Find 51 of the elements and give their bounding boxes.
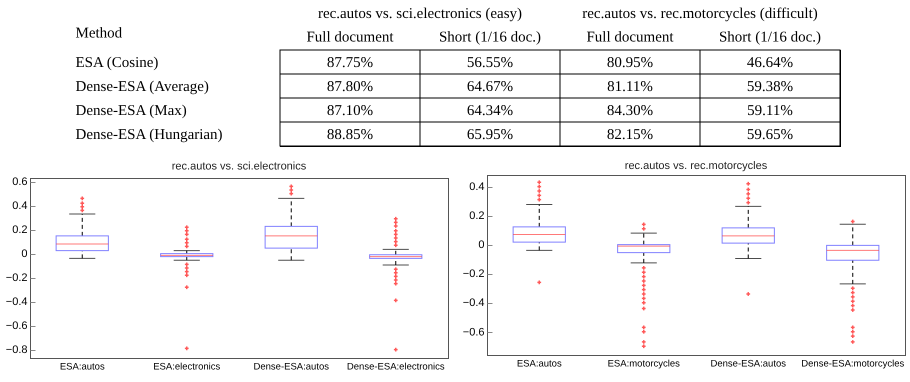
data-label: 81.11% (607, 79, 653, 95)
data-label: 64.34% (466, 103, 514, 119)
x-tick-label: ESA:autos (60, 362, 105, 372)
data-label: 65.95% (466, 127, 514, 143)
y-tick-label: 0 (21, 248, 28, 260)
y-tick-label: 0 (478, 239, 484, 252)
text: rec.autos vs. rec.motorcycles (difficult) (582, 6, 818, 22)
y-tick-label: −0.4 (6, 296, 28, 308)
data-label: 64.67% (466, 79, 514, 95)
x-tick-label: Dense-ESA:autos (710, 358, 786, 370)
x-tick-label: Full document (586, 30, 674, 46)
text: rec.autos vs. sci.electronics (easy) (318, 6, 522, 22)
data-label: 87.10% (326, 103, 374, 119)
data-label: 59.11% (747, 103, 793, 119)
y-tick-label: 0.4 (12, 200, 28, 212)
data-label: 87.80% (326, 79, 374, 95)
x-tick-label: ESA:motorcycles (608, 358, 680, 370)
x-tick-label: ESA:autos (516, 358, 562, 370)
data-label: 82.15% (606, 127, 654, 143)
y-tick-label: −0.6 (462, 326, 484, 338)
y-tick-label: ESA (Cosine) (76, 55, 158, 71)
data-label: 59.65% (746, 127, 794, 143)
y-tick-label: −0.8 (6, 344, 28, 356)
y-tick-label: Dense-ESA (Average) (76, 79, 209, 95)
y-tick-label: −0.2 (6, 272, 28, 284)
y-tick-label: 0.2 (12, 224, 28, 236)
data-label: 59.38% (746, 79, 794, 95)
data-label: 88.85% (326, 127, 374, 143)
data-label: 84.30% (606, 103, 654, 119)
y-tick-label: Dense-ESA (Hungarian) (76, 127, 223, 143)
y-tick-label: −0.2 (462, 268, 484, 280)
chart-title: rec.autos vs. sci.electronics (172, 160, 307, 173)
y-tick-label: 0.4 (469, 181, 484, 194)
x-tick-label: ESA:electronics (153, 362, 221, 372)
x-tick-label: Dense-ESA:autos (253, 362, 330, 372)
x-tick-label: Full document (306, 30, 394, 46)
x-tick-label: Short (1/16 doc.) (718, 30, 822, 46)
data-label: 87.75% (326, 55, 374, 71)
data-label: 46.64% (746, 55, 794, 71)
data-label: 80.95% (606, 55, 654, 71)
chart-title: rec.autos vs. rec.motorcycles (624, 160, 768, 172)
y-tick-label: −0.6 (6, 320, 28, 332)
data-label: 56.55% (466, 55, 514, 71)
y-axis-title: Method (76, 26, 123, 42)
y-tick-label: 0.2 (469, 210, 484, 222)
x-tick-label: Short (1/16 doc.) (438, 30, 542, 46)
y-tick-label: 0.6 (12, 176, 28, 188)
y-tick-label: Dense-ESA (Max) (76, 103, 187, 119)
y-tick-label: −0.4 (462, 297, 484, 310)
x-tick-label: Dense-ESA:motorcycles (801, 358, 904, 370)
x-tick-label: Dense-ESA:electronics (346, 362, 445, 372)
